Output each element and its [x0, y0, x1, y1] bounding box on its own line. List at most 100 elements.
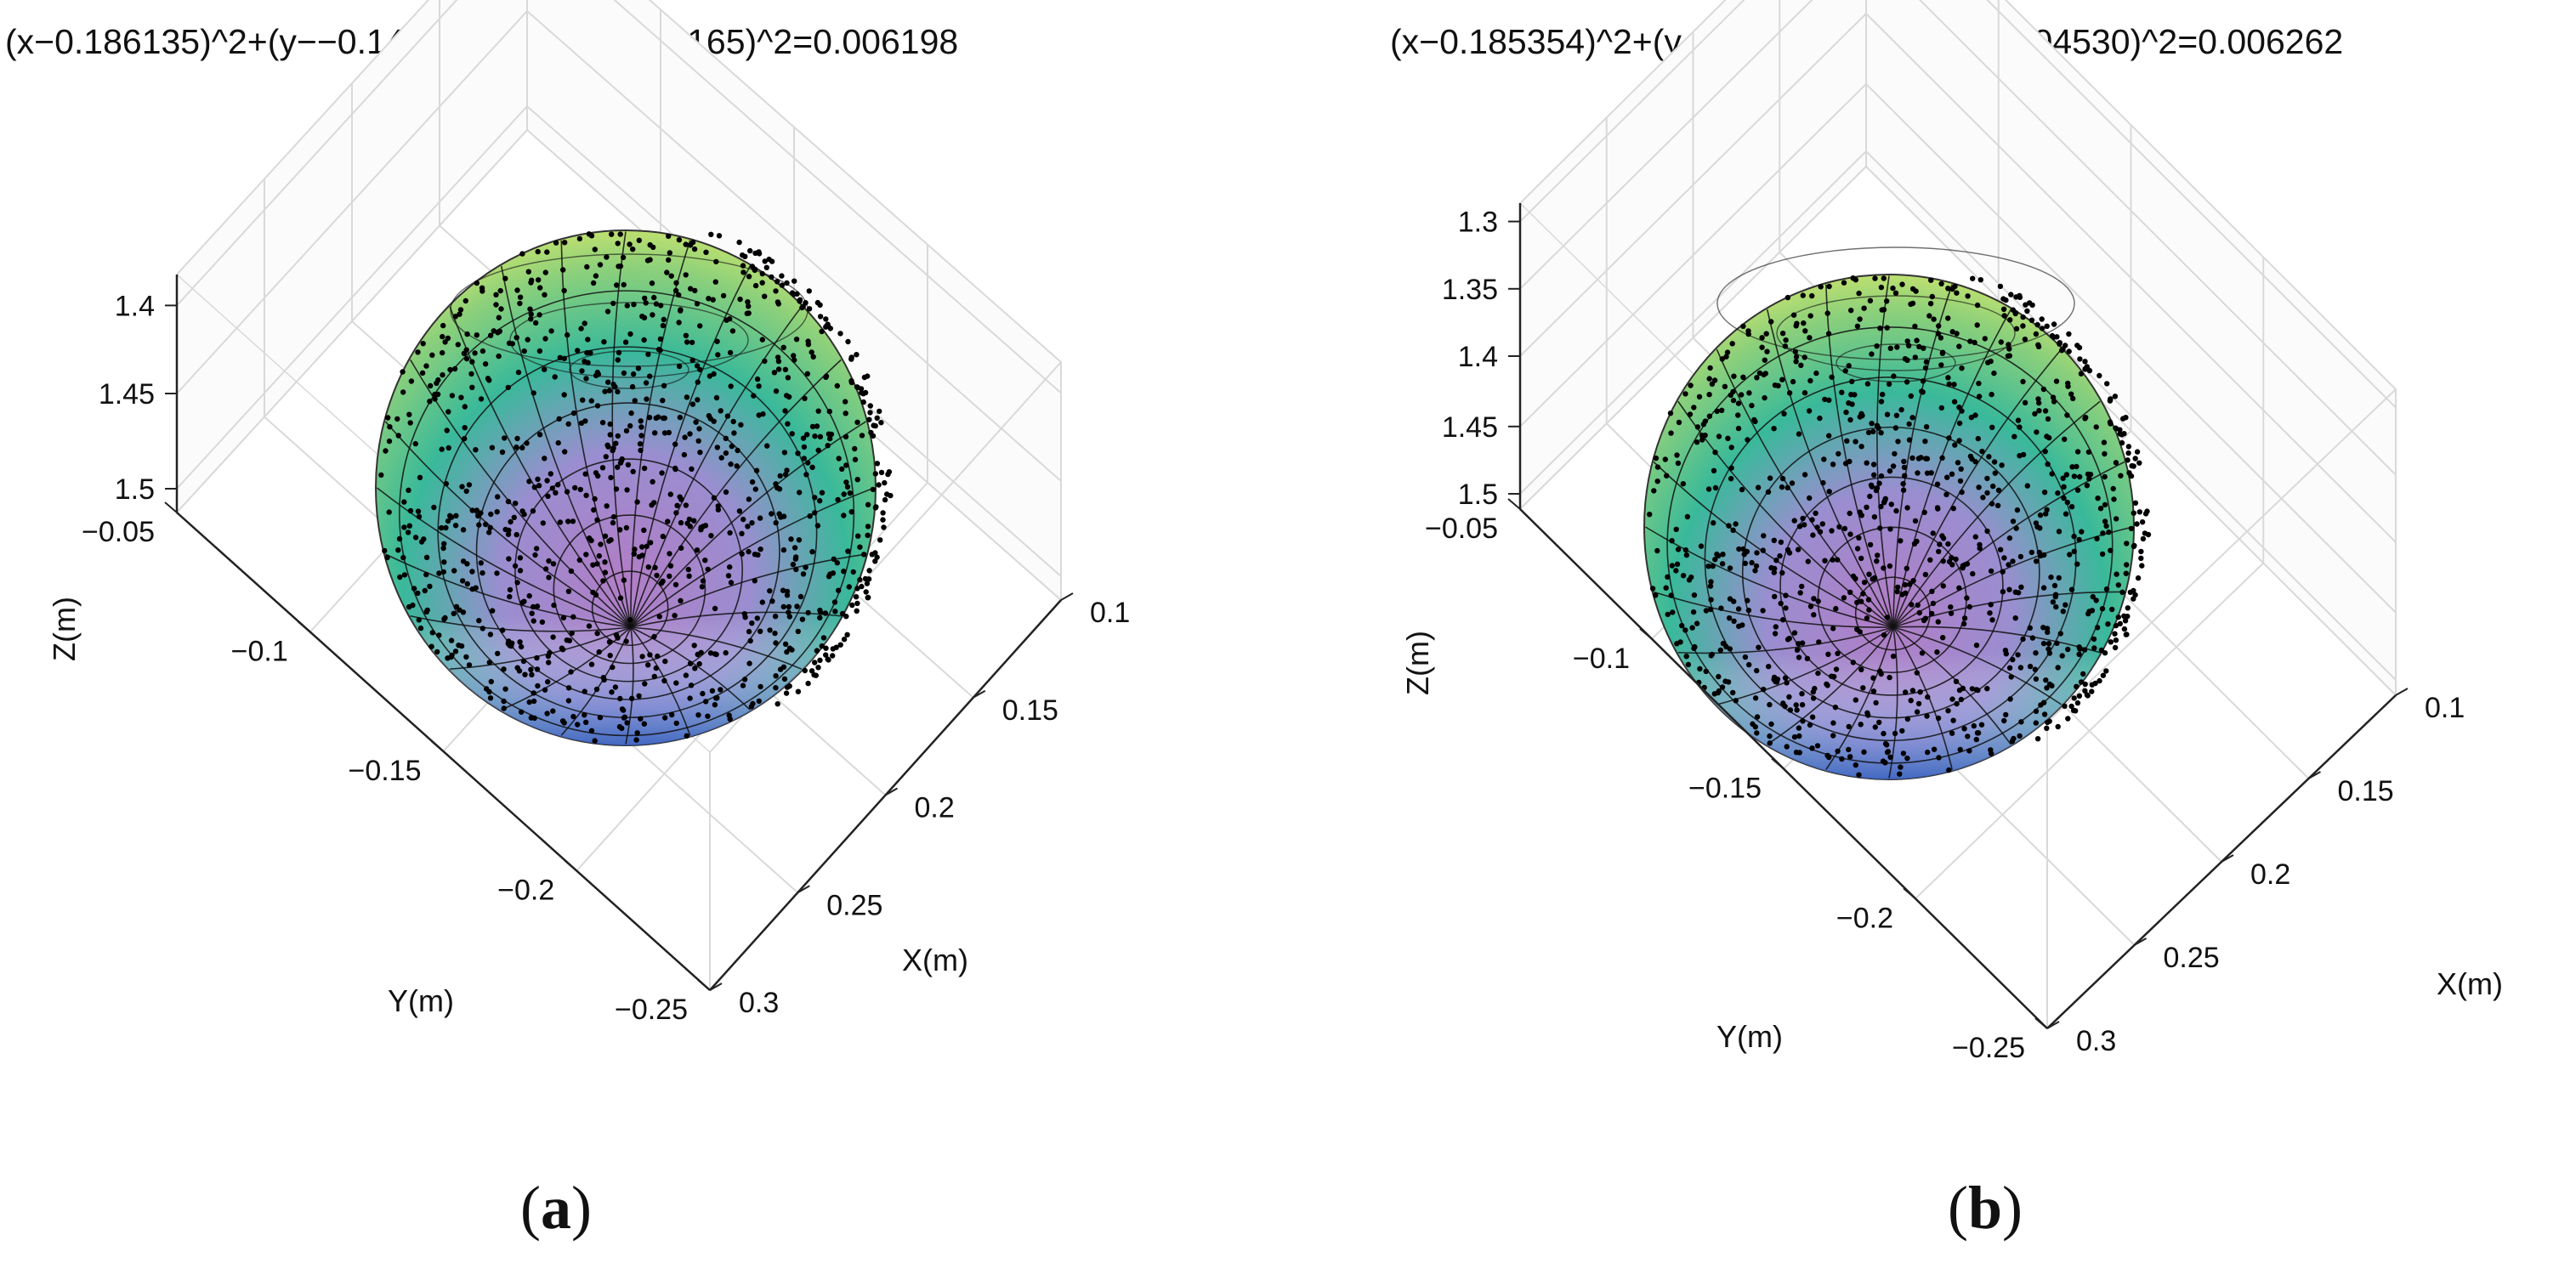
- data-point: [1830, 733, 1836, 739]
- data-point: [2076, 693, 2083, 699]
- data-point: [1799, 702, 1806, 708]
- data-point: [1745, 331, 1751, 337]
- mesh-latitude: [514, 458, 743, 682]
- data-point: [694, 547, 701, 553]
- data-point: [2055, 665, 2061, 671]
- data-point: [457, 311, 462, 317]
- data-point: [1914, 709, 1921, 715]
- data-point: [621, 707, 627, 713]
- data-point: [2132, 500, 2139, 506]
- data-point: [809, 549, 815, 555]
- data-point: [609, 231, 615, 237]
- data-point: [384, 554, 390, 561]
- data-point: [825, 443, 831, 449]
- data-point: [831, 599, 838, 605]
- data-point: [1830, 720, 1836, 726]
- data-point: [2108, 639, 2114, 645]
- data-point: [411, 586, 417, 592]
- data-point: [605, 379, 611, 385]
- data-point: [1945, 708, 1951, 714]
- data-point: [1980, 495, 1986, 501]
- data-point: [615, 388, 621, 395]
- data-point: [641, 337, 647, 343]
- data-point: [1800, 292, 1806, 298]
- data-point: [2044, 507, 2050, 513]
- data-point: [1899, 281, 1905, 287]
- data-point: [555, 482, 561, 488]
- data-point: [2013, 525, 2019, 531]
- data-point: [2055, 723, 2061, 730]
- data-point: [656, 614, 662, 620]
- data-point: [544, 711, 550, 716]
- data-point: [1949, 562, 1955, 568]
- data-point: [1887, 563, 1893, 569]
- data-point: [418, 539, 425, 545]
- data-point: [631, 551, 637, 557]
- data-point: [731, 430, 737, 436]
- data-point: [1921, 345, 1926, 351]
- data-point: [885, 471, 891, 478]
- data-point: [1783, 592, 1789, 598]
- data-point: [1944, 474, 1950, 480]
- data-point: [1856, 290, 1862, 297]
- data-point: [1887, 468, 1893, 474]
- data-point: [644, 396, 650, 402]
- data-point: [667, 563, 674, 569]
- data-point: [854, 600, 860, 607]
- data-point: [854, 477, 860, 483]
- data-point: [870, 486, 877, 493]
- grid-line: [1519, 150, 1867, 495]
- data-point: [556, 416, 562, 422]
- mesh-meridian: [630, 626, 751, 711]
- data-point: [1705, 564, 1711, 569]
- data-point: [752, 552, 758, 558]
- data-point: [1780, 617, 1786, 623]
- data-point: [2121, 626, 2128, 632]
- data-point: [1939, 350, 1946, 356]
- data-point: [1731, 598, 1737, 604]
- data-point: [848, 355, 854, 361]
- data-point: [1670, 609, 1676, 615]
- data-point: [1767, 740, 1773, 746]
- data-point: [854, 586, 860, 592]
- data-point: [684, 394, 690, 400]
- data-point: [2033, 558, 2040, 564]
- data-point: [2131, 542, 2137, 549]
- data-point: [1807, 313, 1813, 319]
- data-point: [862, 575, 869, 582]
- data-point: [561, 355, 567, 361]
- data-point: [1749, 559, 1755, 566]
- data-point: [2123, 415, 2129, 421]
- data-point: [453, 513, 459, 518]
- data-point: [1782, 343, 1789, 349]
- data-point: [1956, 438, 1962, 444]
- grid-line: [526, 10, 1062, 482]
- data-point: [1968, 414, 1975, 421]
- data-point: [1706, 392, 1712, 398]
- data-point: [507, 586, 513, 593]
- data-point: [1810, 695, 1817, 701]
- data-point: [754, 376, 761, 382]
- data-point: [1773, 558, 1779, 564]
- data-point: [1784, 484, 1790, 490]
- data-point: [727, 716, 733, 722]
- data-point: [1761, 533, 1767, 539]
- data-point: [813, 672, 819, 678]
- data-point: [517, 555, 524, 561]
- data-point: [1938, 335, 1944, 341]
- data-point: [757, 683, 763, 690]
- data-point: [1949, 555, 1955, 561]
- data-point: [877, 537, 883, 543]
- data-point: [2013, 326, 2020, 331]
- data-point: [1793, 702, 1799, 708]
- data-point: [2089, 688, 2095, 694]
- data-point: [1667, 411, 1674, 416]
- data-point: [1884, 742, 1890, 748]
- data-point: [407, 420, 413, 426]
- data-point: [1726, 523, 1732, 529]
- data-point: [741, 677, 748, 682]
- data-point: [1768, 721, 1774, 728]
- data-point: [2062, 436, 2068, 442]
- data-point: [1912, 354, 1918, 360]
- data-point: [1949, 471, 1955, 477]
